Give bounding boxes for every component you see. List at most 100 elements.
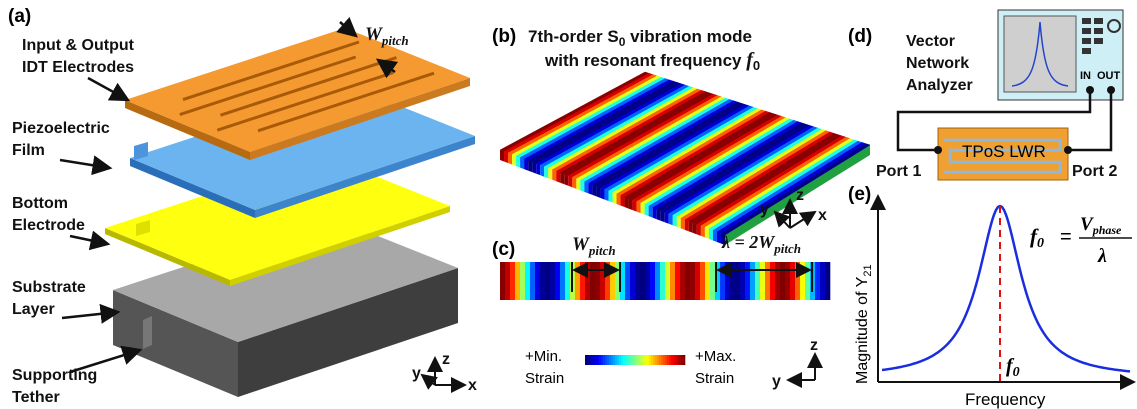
panel-label: (e) bbox=[848, 184, 871, 205]
connector bbox=[1086, 86, 1094, 94]
slab-side bbox=[536, 164, 540, 176]
strain-slice bbox=[600, 262, 605, 300]
slab-side bbox=[701, 226, 705, 238]
strain-slice bbox=[655, 262, 660, 300]
strain-slice bbox=[590, 262, 595, 300]
colorbar-slice bbox=[645, 355, 647, 365]
strain-slice bbox=[540, 262, 545, 300]
colorbar-slice bbox=[671, 355, 673, 365]
strain-slice bbox=[755, 262, 760, 300]
resonance-label: f0 bbox=[1006, 355, 1020, 380]
colorbar-slice bbox=[667, 355, 669, 365]
slab-side bbox=[568, 176, 572, 188]
colorbar-slice bbox=[631, 355, 633, 365]
colorbar-slice bbox=[585, 355, 587, 365]
port-label: Port 2 bbox=[1072, 163, 1117, 180]
slab-side bbox=[524, 159, 528, 171]
colorbar-slice bbox=[591, 355, 593, 365]
slab-side bbox=[625, 197, 629, 209]
strain-slice bbox=[720, 262, 725, 300]
strain-slice bbox=[665, 262, 670, 300]
strain-slice bbox=[765, 262, 770, 300]
port-in: IN bbox=[1080, 70, 1091, 82]
strain-slice bbox=[705, 262, 710, 300]
strain-slice bbox=[580, 262, 585, 300]
shapes bbox=[105, 28, 870, 397]
strain-slice bbox=[800, 262, 805, 300]
slab-side bbox=[508, 153, 512, 165]
axes-icon bbox=[788, 354, 815, 380]
slab-side bbox=[633, 200, 637, 212]
strain-slice bbox=[815, 262, 820, 300]
strain-slice bbox=[555, 262, 560, 300]
panel-label: (a) bbox=[8, 6, 31, 27]
slab-side bbox=[588, 183, 592, 195]
colorbar-slice bbox=[617, 355, 619, 365]
colorbar-slice bbox=[589, 355, 591, 365]
colorbar-slice bbox=[659, 355, 661, 365]
strain-slice bbox=[770, 262, 775, 300]
axis-label: x bbox=[468, 377, 477, 394]
slab-side bbox=[512, 155, 516, 167]
slab-side bbox=[669, 214, 673, 226]
colorbar-slice bbox=[629, 355, 631, 365]
slab-side bbox=[673, 215, 677, 227]
panel-label: (c) bbox=[492, 239, 515, 260]
slab-side bbox=[709, 229, 713, 241]
strain-slice bbox=[670, 262, 675, 300]
strain-slice bbox=[610, 262, 615, 300]
colorbar-slice bbox=[587, 355, 589, 365]
slab-side bbox=[548, 168, 552, 180]
axis-label: x bbox=[818, 207, 827, 224]
colorbar-slice bbox=[615, 355, 617, 365]
strain-slice bbox=[750, 262, 755, 300]
strain-slice bbox=[520, 262, 525, 300]
colorbar-max: Strain bbox=[695, 370, 734, 387]
colorbar-slice bbox=[637, 355, 639, 365]
colorbar-slice bbox=[635, 355, 637, 365]
colorbar-slice bbox=[641, 355, 643, 365]
strain-slice bbox=[730, 262, 735, 300]
strain-slice bbox=[725, 262, 730, 300]
strain-slice bbox=[680, 262, 685, 300]
colorbar-slice bbox=[677, 355, 679, 365]
strain-slice bbox=[820, 262, 825, 300]
colorbar-slice bbox=[639, 355, 641, 365]
strain-slice bbox=[545, 262, 550, 300]
slab-side bbox=[641, 203, 645, 215]
colorbar-slice bbox=[647, 355, 649, 365]
connector bbox=[934, 146, 942, 154]
slab-side bbox=[604, 189, 608, 201]
colorbar-slice bbox=[611, 355, 613, 365]
strain-slice bbox=[560, 262, 565, 300]
colorbar-slice bbox=[669, 355, 671, 365]
slab-side bbox=[697, 224, 701, 236]
colorbar-slice bbox=[673, 355, 675, 365]
colorbar-slice bbox=[663, 355, 665, 365]
x-axis-label: Frequency bbox=[965, 390, 1046, 409]
instrument-label: Analyzer bbox=[906, 77, 973, 94]
slab-side bbox=[532, 162, 536, 174]
strain-slice bbox=[605, 262, 610, 300]
colorbar-slice bbox=[607, 355, 609, 365]
colorbar-min: +Min. bbox=[525, 348, 562, 365]
slab-side bbox=[685, 220, 689, 232]
axis-label: z bbox=[810, 337, 818, 354]
connector bbox=[1107, 86, 1115, 94]
colorbar-slice bbox=[603, 355, 605, 365]
colorbar-slice bbox=[651, 355, 653, 365]
slab-side bbox=[717, 232, 721, 244]
slab-side bbox=[556, 171, 560, 183]
strain-slice bbox=[745, 262, 750, 300]
colorbar-slice bbox=[605, 355, 607, 365]
slab-side bbox=[500, 150, 504, 162]
title: 7th-order S0 vibration mode bbox=[528, 27, 752, 49]
layer-label: IDT Electrodes bbox=[22, 59, 134, 76]
slab-side bbox=[665, 212, 669, 224]
strain-slice bbox=[525, 262, 530, 300]
colorbar-slice bbox=[675, 355, 677, 365]
strain-slice bbox=[805, 262, 810, 300]
formula-num: Vphase bbox=[1080, 214, 1122, 237]
port-label: Port 1 bbox=[876, 163, 921, 180]
strain-slice bbox=[640, 262, 645, 300]
